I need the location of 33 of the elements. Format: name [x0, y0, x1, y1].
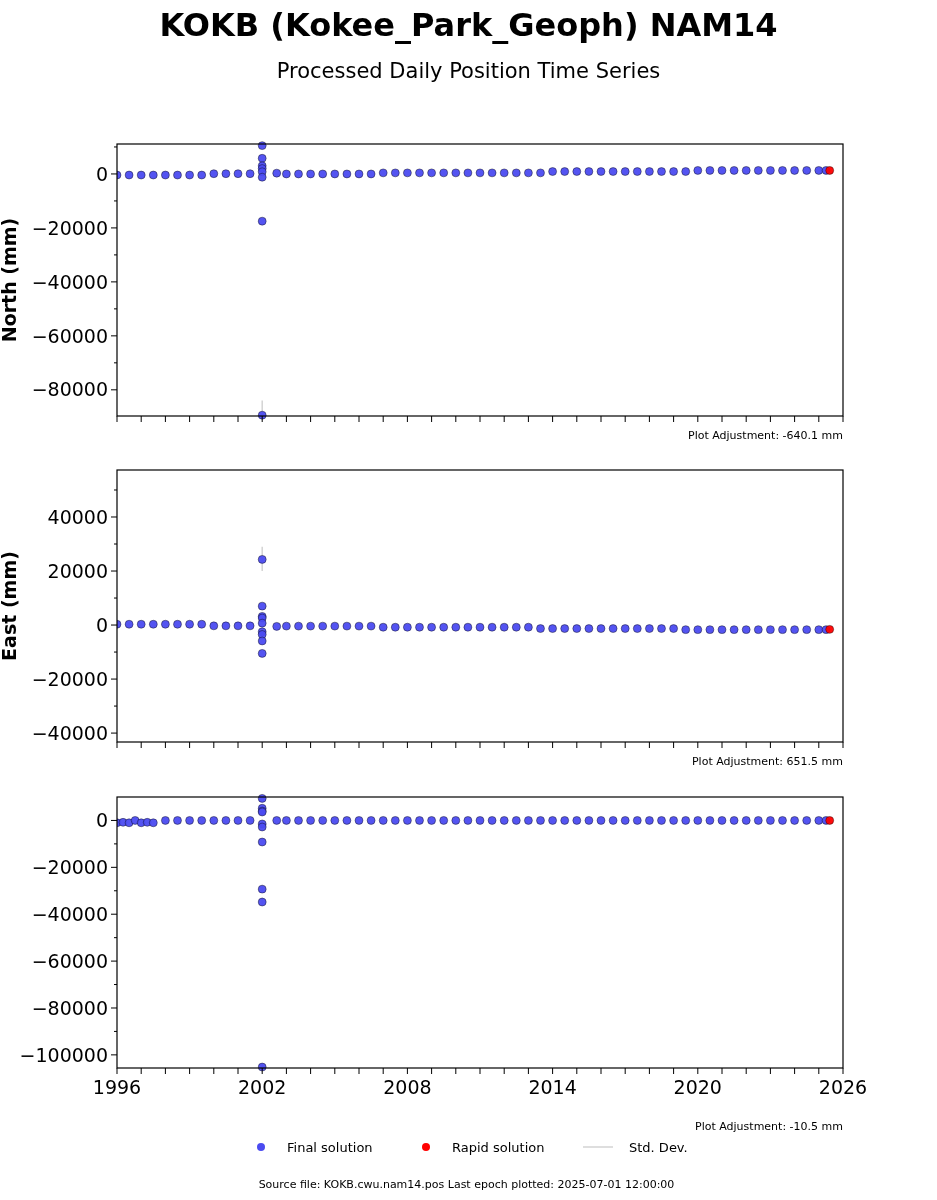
y-tick-label: 20000 [47, 559, 108, 582]
x-tick-label: 2026 [818, 1076, 868, 1098]
y-tick-label: −40000 [31, 721, 108, 744]
chart-subtitle: Processed Daily Position Time Series [276, 59, 661, 83]
y-tick-label: −80000 [31, 378, 108, 401]
y-axis-title: East (mm) [0, 551, 20, 661]
y-tick-label: 0 [95, 162, 108, 185]
x-tick-label: 2002 [238, 1076, 287, 1098]
x-tick-label: 2008 [383, 1076, 432, 1098]
y-tick-label: 0 [95, 809, 108, 832]
y-tick-label: 40000 [47, 505, 108, 528]
y-tick-label: −20000 [31, 855, 108, 878]
y-tick-label: −20000 [31, 667, 108, 690]
x-tick-label: 2020 [673, 1076, 722, 1098]
y-tick-label: −60000 [31, 324, 108, 347]
y-axis-title: North (mm) [0, 217, 20, 343]
y-tick-label: −100000 [19, 1043, 108, 1066]
y-tick-label: −80000 [31, 996, 108, 1019]
chart-title: KOKB (Kokee_Park_Geoph) NAM14 [159, 6, 778, 44]
x-tick-label: 1996 [92, 1076, 142, 1098]
y-tick-label: 0 [95, 613, 108, 636]
text: Std. Dev. [629, 1140, 688, 1155]
y-tick-label: −40000 [31, 902, 108, 925]
x-tick-label: 2014 [528, 1076, 577, 1098]
y-tick-label: −20000 [31, 216, 108, 239]
source-note: Source file: KOKB.cwu.nam14.pos Last epoch plotted: 2025-07-01 12:00:00 [258, 1178, 675, 1191]
text: Plot Adjustment: -10.5 mm [695, 1120, 843, 1133]
text: Plot Adjustment: -640.1 mm [688, 429, 843, 442]
y-tick-label: −60000 [31, 949, 108, 972]
y-tick-label: −40000 [31, 270, 108, 293]
text: Plot Adjustment: 651.5 mm [691, 755, 843, 768]
legend-label: Rapid solution [452, 1140, 545, 1155]
legend-label: Final solution [287, 1140, 373, 1155]
